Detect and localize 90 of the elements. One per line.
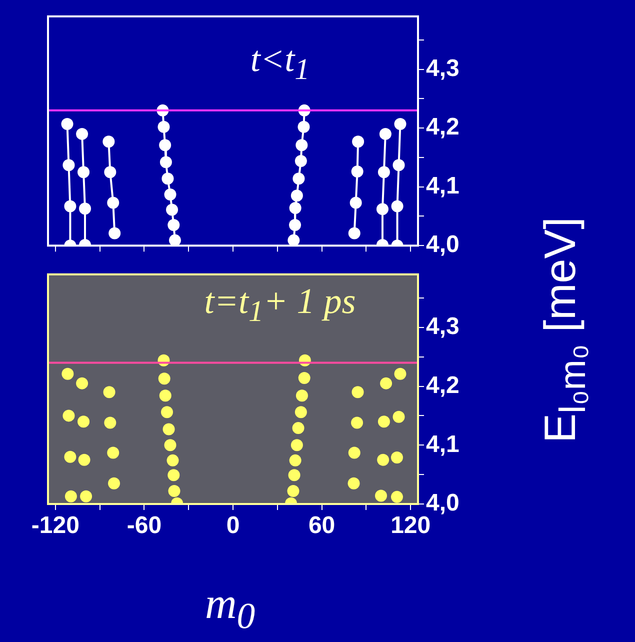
point <box>390 490 403 503</box>
point <box>160 156 172 168</box>
point <box>348 477 360 490</box>
point <box>162 172 174 185</box>
annotation: t=t$_{1}$+ 1 ps <box>203 280 357 330</box>
point <box>348 227 360 240</box>
point <box>168 469 180 482</box>
point <box>392 159 405 172</box>
point <box>168 219 180 232</box>
point <box>62 410 75 422</box>
point <box>290 190 303 202</box>
point <box>108 477 120 490</box>
y-tick-label: 4,1 <box>426 430 460 458</box>
point <box>298 120 310 133</box>
point <box>166 454 179 466</box>
point <box>394 368 406 380</box>
point <box>61 118 74 130</box>
y-tick-label: 4,3 <box>426 54 460 82</box>
point <box>294 154 307 167</box>
point <box>62 368 74 380</box>
point <box>162 423 175 436</box>
point <box>158 372 170 385</box>
point <box>352 386 364 398</box>
x-tick-label: -60 <box>126 512 162 540</box>
point <box>158 120 170 133</box>
point <box>292 422 304 434</box>
point <box>80 490 92 502</box>
y-tick-label: 4,0 <box>426 231 460 258</box>
x-tick-label: -120 <box>31 512 80 540</box>
point <box>166 204 178 216</box>
point <box>394 118 406 130</box>
x-axis-title: m$_{0}$ <box>204 578 256 637</box>
point <box>168 485 180 498</box>
y-tick-label: 4,3 <box>426 313 460 340</box>
point <box>294 406 307 418</box>
point <box>292 172 305 185</box>
point <box>76 128 88 140</box>
point <box>168 234 181 246</box>
point <box>378 166 390 178</box>
point <box>296 139 308 152</box>
point <box>298 372 310 384</box>
point <box>289 219 302 232</box>
point <box>378 416 390 428</box>
point <box>289 202 302 214</box>
point <box>296 390 308 402</box>
point <box>62 159 75 172</box>
point <box>392 410 405 423</box>
point <box>102 136 115 148</box>
point <box>288 469 300 482</box>
point <box>351 166 364 178</box>
y-tick-label: 4,2 <box>426 114 460 141</box>
point <box>350 196 362 209</box>
point <box>64 490 77 502</box>
point <box>78 166 90 178</box>
point <box>390 451 403 464</box>
point <box>164 188 176 200</box>
point <box>103 386 116 398</box>
point <box>64 450 76 463</box>
point <box>380 377 392 390</box>
point <box>290 439 303 452</box>
point <box>79 202 91 215</box>
point <box>376 203 388 216</box>
point <box>159 139 172 152</box>
annotation: t<t$_{1}$ <box>249 38 311 88</box>
y-tick-label: 4,1 <box>426 172 460 200</box>
point <box>159 390 172 402</box>
point <box>375 490 387 502</box>
point <box>78 454 90 466</box>
point <box>78 416 90 428</box>
point <box>64 200 76 212</box>
point <box>104 416 116 429</box>
y-tick-label: 4,2 <box>426 372 460 399</box>
point <box>107 446 120 459</box>
point <box>107 196 120 209</box>
point <box>391 200 404 212</box>
point <box>160 406 173 418</box>
point <box>289 454 302 466</box>
point <box>104 166 116 178</box>
point <box>348 446 360 459</box>
point <box>379 128 392 140</box>
point <box>287 485 300 498</box>
point <box>108 227 121 240</box>
point <box>352 136 364 148</box>
point <box>377 454 390 466</box>
point <box>164 439 176 452</box>
x-tick-label: 60 <box>308 512 336 540</box>
point <box>351 416 364 429</box>
x-tick-label: 0 <box>226 512 240 540</box>
point <box>76 377 88 390</box>
point <box>288 234 300 246</box>
